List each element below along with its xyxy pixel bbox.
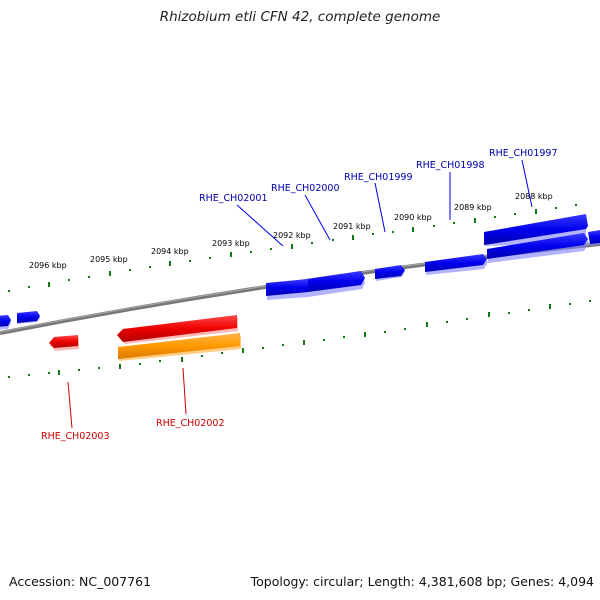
- gene-arrow[interactable]: [17, 311, 40, 323]
- gene-arrow[interactable]: [588, 230, 600, 244]
- gene-arrow[interactable]: [117, 315, 237, 342]
- forward-label-leaders: [236, 159, 533, 247]
- gene-arrow[interactable]: [266, 279, 308, 296]
- reverse-genes: [49, 315, 238, 351]
- gene-arrow[interactable]: [49, 335, 78, 348]
- gene-arrow[interactable]: [375, 265, 405, 279]
- reverse-tick-row: [8, 300, 591, 378]
- kbp-label: 2094 kbp: [151, 247, 189, 256]
- kbp-label: 2088 kbp: [515, 192, 553, 201]
- kbp-label: 2089 kbp: [454, 203, 492, 212]
- gene-label[interactable]: RHE_CH02000: [271, 183, 340, 194]
- gene-label[interactable]: RHE_CH02003: [41, 431, 110, 442]
- accession-text: Accession: NC_007761: [9, 574, 152, 589]
- forward-tick-row: [8, 204, 577, 292]
- map-title: Rhizobium etli CFN 42, complete genome: [159, 9, 441, 25]
- kbp-label: 2091 kbp: [333, 222, 371, 231]
- gene-label[interactable]: RHE_CH01997: [489, 148, 558, 159]
- gene-label[interactable]: RHE_CH02002: [156, 418, 225, 429]
- topology-text: Topology: circular; Length: 4,381,608 bp…: [250, 574, 594, 589]
- reverse-label-leaders: [67, 367, 187, 429]
- gene-arrow[interactable]: [0, 315, 11, 327]
- gene-label[interactable]: RHE_CH02001: [199, 193, 268, 204]
- gene-arrow[interactable]: [308, 271, 365, 292]
- kbp-label: 2090 kbp: [394, 213, 432, 222]
- gene-arrow[interactable]: [484, 214, 588, 245]
- kbp-label: 2093 kbp: [212, 239, 250, 248]
- orange-feature[interactable]: [118, 333, 240, 359]
- gene-arrow[interactable]: [487, 233, 588, 259]
- gene-arrow[interactable]: [425, 254, 487, 272]
- kbp-label: 2092 kbp: [273, 231, 311, 240]
- forward-genes: [0, 214, 600, 327]
- gene-label[interactable]: RHE_CH01998: [416, 160, 485, 171]
- kbp-label: 2096 kbp: [29, 261, 67, 270]
- gene-label[interactable]: RHE_CH01999: [344, 172, 413, 183]
- kbp-label: 2095 kbp: [90, 255, 128, 264]
